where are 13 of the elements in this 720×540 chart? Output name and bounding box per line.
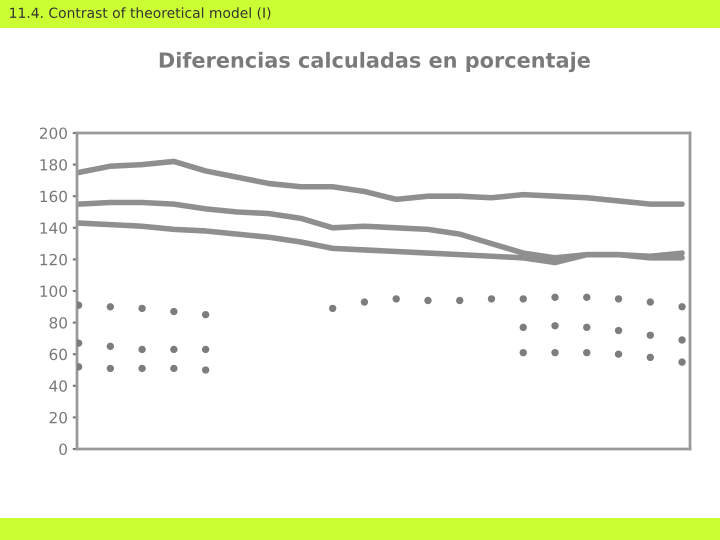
y-tick-label: 160 [40, 190, 67, 202]
y-tick-label: 140 [40, 222, 67, 234]
y-tick-label: 200 [40, 127, 67, 140]
y-tick-label: 80 [50, 317, 67, 329]
y-tick-label: 100 [40, 285, 67, 298]
y-tick-label: 60 [50, 348, 67, 360]
y-tick-label: 40 [49, 380, 67, 392]
y-tick-label: 180 [40, 159, 67, 171]
y-tick-label: 0 [59, 443, 67, 456]
y-tick-label: 20 [50, 412, 67, 424]
y-tick-label: 120 [40, 254, 67, 266]
chart-subtitle: Diferencias calculadas en porcentaje [160, 52, 590, 72]
chart-title: 11.4. Contrast of theoretical model (I) [10, 7, 270, 20]
